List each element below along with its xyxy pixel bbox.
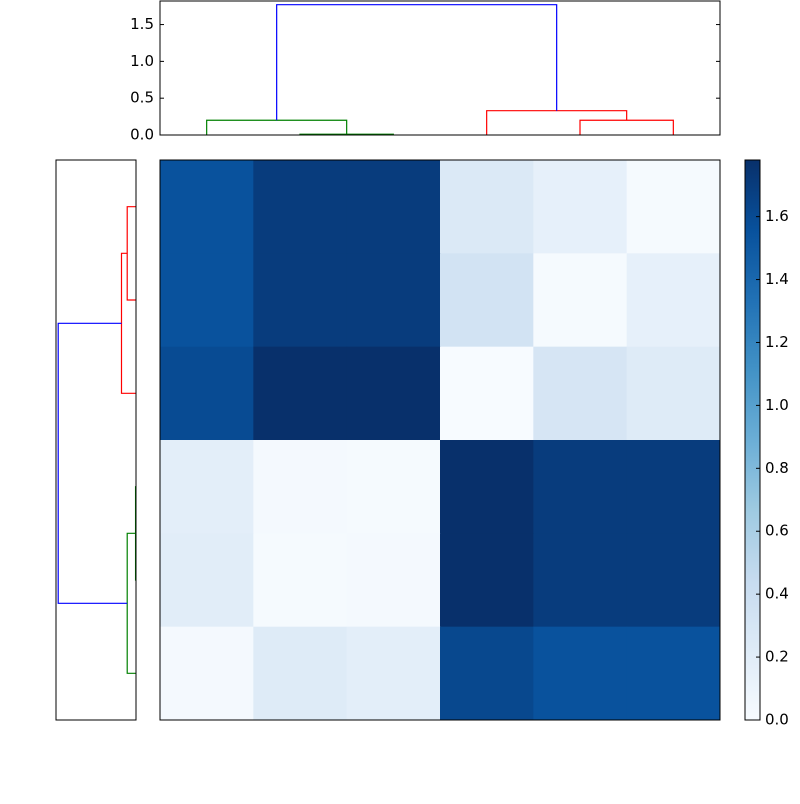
colorbar-tick-label: 0.0 (765, 711, 789, 729)
heatmap-cell (347, 160, 441, 254)
colorbar-tick-label: 0.2 (765, 648, 789, 666)
heatmap-cell (440, 627, 534, 721)
heatmap-cell (440, 347, 534, 441)
heatmap-cell (160, 533, 254, 627)
heatmap-cell (253, 533, 347, 627)
dendrogram-link (127, 207, 136, 300)
heatmap-cell (533, 627, 627, 721)
axes-frame (160, 1, 720, 135)
heatmap-cell (533, 347, 627, 441)
heatmap-cell (627, 533, 721, 627)
heatmap-cell (253, 627, 347, 721)
dendrogram-link (121, 253, 136, 393)
heatmap-cell (160, 627, 254, 721)
dendrogram-link (207, 120, 347, 135)
dendrogram-link (127, 533, 136, 673)
heatmap-cell (160, 347, 254, 441)
colorbar-tick-label: 1.4 (765, 270, 789, 288)
colorbar (745, 160, 760, 720)
colorbar-tick-label: 1.0 (765, 396, 789, 414)
heatmap-cell (533, 160, 627, 254)
axes-frame (56, 160, 136, 720)
dendrogram-link (580, 120, 673, 135)
heatmap-cell (627, 347, 721, 441)
heatmap-cell (440, 440, 534, 534)
heatmap-cell (440, 533, 534, 627)
colorbar-tick-label: 0.4 (765, 585, 789, 603)
heatmap-cell (627, 160, 721, 254)
colorbar-tick-label: 0.6 (765, 522, 789, 540)
colorbar-tick-label: 1.2 (765, 333, 789, 351)
heatmap-cell (533, 253, 627, 347)
heatmap-cell (253, 253, 347, 347)
heatmap-cell (440, 160, 534, 254)
y-tick-label: 1.5 (130, 15, 154, 33)
dendrogram-link (58, 323, 127, 603)
heatmap-cell (627, 440, 721, 534)
dendrogram-link (277, 5, 557, 121)
colorbar-tick-label: 1.6 (765, 207, 789, 225)
heatmap-cell (533, 440, 627, 534)
colorbar-tick-label: 0.8 (765, 459, 789, 477)
heatmap-cell (347, 347, 441, 441)
heatmap-cell (347, 253, 441, 347)
y-tick-label: 0.5 (130, 89, 154, 107)
heatmap-cell (533, 533, 627, 627)
heatmap-cell (347, 627, 441, 721)
y-tick-label: 1.0 (130, 52, 154, 70)
y-tick-label: 0.0 (130, 126, 154, 144)
heatmap-cell (253, 440, 347, 534)
dendrogram-link (487, 111, 627, 135)
heatmap-cell (160, 160, 254, 254)
heatmap-cell (347, 533, 441, 627)
heatmap-cell (440, 253, 534, 347)
heatmap-cell (627, 253, 721, 347)
heatmap-cell (253, 160, 347, 254)
heatmap-cell (347, 440, 441, 534)
heatmap-cell (160, 440, 254, 534)
heatmap-cell (160, 253, 254, 347)
heatmap-cell (253, 347, 347, 441)
heatmap-cell (627, 627, 721, 721)
